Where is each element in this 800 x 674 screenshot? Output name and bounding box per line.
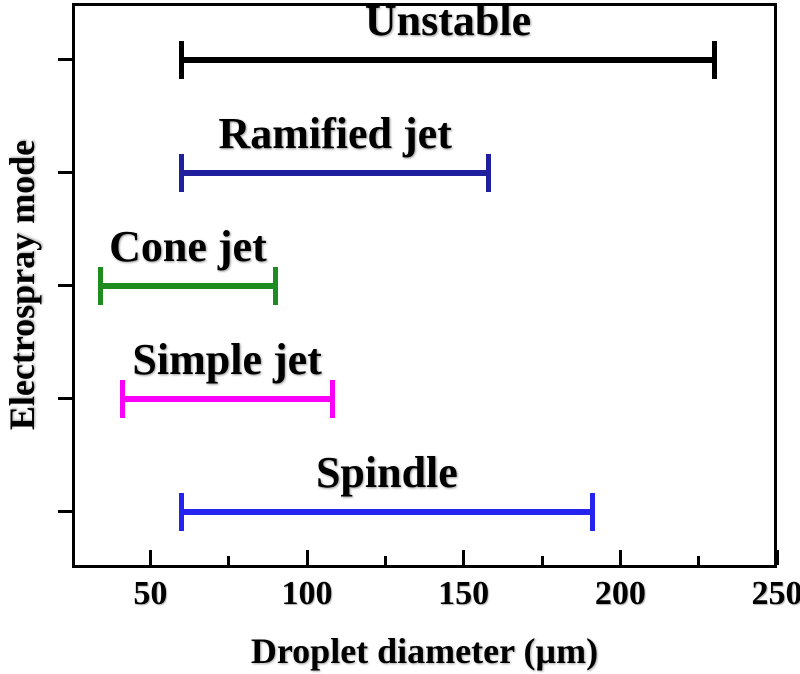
- y-tick-ramified-jet: [58, 171, 72, 174]
- x-tick-150: [462, 550, 466, 565]
- y-tick-cone-jet: [58, 284, 72, 287]
- range-bar-simple-jet: [122, 395, 333, 402]
- x-minor-tick-125: [383, 556, 387, 565]
- range-cap-max-ramified-jet: [486, 153, 492, 192]
- y-tick-unstable: [58, 58, 72, 61]
- x-tick-label-150: 150: [438, 575, 490, 612]
- x-minor-tick-75: [227, 556, 231, 565]
- x-tick-label-100: 100: [281, 575, 333, 612]
- x-minor-tick-175: [540, 556, 544, 565]
- plot-frame: [72, 3, 777, 568]
- range-cap-max-cone-jet: [273, 266, 279, 305]
- y-tick-simple-jet: [58, 397, 72, 400]
- range-bar-spindle: [181, 508, 593, 515]
- x-tick-200: [618, 550, 622, 565]
- series-label-cone-jet: Cone jet: [109, 221, 267, 271]
- range-bar-cone-jet: [100, 282, 276, 289]
- series-label-unstable: Unstable: [364, 0, 532, 45]
- x-tick-100: [305, 550, 309, 565]
- range-cap-max-simple-jet: [329, 379, 335, 418]
- series-label-ramified-jet: Ramified jet: [218, 108, 452, 158]
- series-label-simple-jet: Simple jet: [132, 334, 322, 384]
- range-bar-unstable: [181, 56, 715, 63]
- range-cap-max-unstable: [711, 40, 717, 79]
- y-axis-title: Electrospray mode: [2, 139, 42, 431]
- range-bar-ramified-jet: [181, 169, 489, 176]
- series-label-spindle: Spindle: [315, 447, 458, 497]
- x-tick-label-200: 200: [594, 575, 646, 612]
- x-tick-50: [148, 550, 152, 565]
- range-cap-min-unstable: [179, 40, 185, 79]
- range-cap-min-spindle: [179, 492, 185, 531]
- x-tick-label-50: 50: [133, 575, 168, 612]
- range-cap-min-cone-jet: [97, 266, 103, 305]
- x-tick-label-250: 250: [751, 575, 800, 612]
- y-tick-spindle: [58, 510, 72, 513]
- x-axis-title: Droplet diameter (µm): [250, 631, 599, 671]
- x-minor-tick-225: [697, 556, 701, 565]
- x-tick-250: [775, 550, 779, 565]
- range-cap-max-spindle: [589, 492, 595, 531]
- range-cap-min-simple-jet: [119, 379, 125, 418]
- range-cap-min-ramified-jet: [179, 153, 185, 192]
